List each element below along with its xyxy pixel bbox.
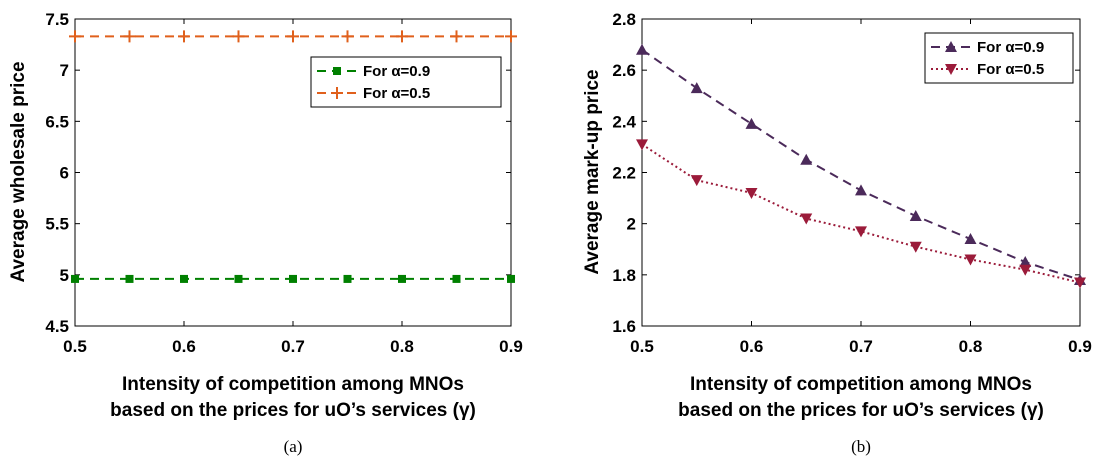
x-tick-label-a: 0.6 [172, 337, 196, 356]
data-point-a-1 [505, 30, 517, 43]
tick-group-a: 0.5 0.6 0.7 0.8 0.9 4.5 5 5.5 6 6.5 7 7.5 [45, 10, 522, 356]
y-tick-label-b: 2 [627, 215, 636, 234]
data-point-a-0 [343, 274, 352, 283]
legend-label-b-1: For α=0.5 [977, 61, 1044, 78]
y-tick-label-a: 6 [60, 164, 69, 183]
data-point-a-0 [180, 274, 188, 283]
x-tick-label-b: 0.9 [1068, 337, 1092, 356]
y-tick-label-a: 7 [60, 61, 69, 80]
data-point-a-1 [287, 30, 299, 43]
y-tick-label-a: 5 [60, 266, 69, 285]
y-tick-label-a: 4.5 [45, 317, 69, 336]
data-point-a-1 [69, 30, 81, 43]
data-point-b-0 [745, 117, 758, 129]
y-tick-label-a: 7.5 [45, 10, 69, 29]
data-point-b-0 [855, 184, 867, 196]
data-point-b-1 [1019, 264, 1032, 276]
data-point-a-1 [178, 30, 190, 43]
x-tick-label-b: 0.8 [959, 337, 983, 356]
legend-a: For α=0.9 For α=0.5 [310, 56, 502, 108]
data-point-a-1 [232, 30, 245, 43]
data-point-b-0 [690, 82, 703, 94]
data-point-b-0 [909, 209, 922, 221]
caption-b: (b) [851, 437, 871, 456]
x-axis-label-line2-b: based on the prices for uO’s services (γ… [678, 400, 1044, 421]
legend-box-b [924, 32, 1074, 84]
data-point-a-0 [234, 274, 243, 283]
y-tick-label-b: 1.6 [612, 317, 636, 336]
legend-marker-b-1 [945, 64, 957, 75]
data-point-b-1 [909, 241, 922, 253]
data-point-a-1 [450, 30, 463, 43]
data-point-b-0 [964, 233, 977, 245]
y-axis-label-a: Average wholesale price [8, 61, 29, 282]
data-point-b-1 [1074, 277, 1086, 289]
y-axis-label-b: Average mark-up price [582, 69, 603, 274]
data-point-a-0 [507, 274, 515, 283]
y-tick-label-a: 6.5 [45, 112, 69, 131]
data-point-a-0 [398, 274, 406, 283]
chart-panel-a: 0.5 0.6 0.7 0.8 0.9 4.5 5 5.5 6 6.5 7 7.5 For α=0.9… [8, 10, 523, 456]
data-point-a-0 [71, 274, 79, 283]
data-point-a-1 [341, 30, 354, 43]
data-point-a-0 [125, 274, 134, 283]
y-tick-label-b: 2.2 [612, 164, 636, 183]
data-point-b-1 [800, 213, 813, 225]
x-tick-label-a: 0.7 [281, 337, 305, 356]
chart-panel-b: 0.5 0.6 0.7 0.8 0.9 1.6 1.8 2 2.2 2.4 2.6 2.8 For α… [582, 10, 1092, 456]
tick-group-b: 0.5 0.6 0.7 0.8 0.9 1.6 1.8 2 2.2 2.4 2.6 2.8 [612, 10, 1091, 356]
data-point-b-1 [855, 226, 867, 238]
legend-marker-a-0 [333, 67, 341, 75]
x-tick-label-a: 0.8 [390, 337, 414, 356]
data-point-b-1 [636, 139, 648, 151]
caption-a: (a) [284, 437, 303, 456]
legend-label-b-0: For α=0.9 [977, 39, 1044, 56]
y-tick-label-b: 2.4 [612, 112, 636, 131]
x-tick-label-b: 0.6 [740, 337, 764, 356]
y-tick-label-a: 5.5 [45, 215, 69, 234]
series-group-a [69, 30, 517, 283]
data-point-a-0 [289, 274, 297, 283]
legend-box-a [310, 56, 502, 108]
data-point-b-0 [800, 153, 813, 165]
data-point-a-0 [452, 274, 461, 283]
x-tick-label-b: 0.5 [630, 337, 654, 356]
data-point-b-1 [964, 254, 977, 266]
x-axis-label-line1-b: Intensity of competition among MNOs [690, 374, 1032, 395]
legend-b: For α=0.9 For α=0.5 [924, 32, 1074, 84]
x-axis-label-line1-a: Intensity of competition among MNOs [122, 374, 464, 395]
y-tick-label-b: 2.8 [612, 10, 636, 29]
data-point-a-1 [396, 30, 408, 43]
x-axis-label-line2-a: based on the prices for uO’s services (γ… [110, 400, 476, 421]
legend-label-a-0: For α=0.9 [363, 63, 430, 80]
y-tick-label-b: 2.6 [612, 61, 636, 80]
x-tick-label-b: 0.7 [849, 337, 873, 356]
y-tick-label-b: 1.8 [612, 266, 636, 285]
data-point-b-1 [745, 187, 758, 199]
x-tick-label-a: 0.5 [63, 337, 87, 356]
legend-marker-a-1 [331, 87, 343, 99]
data-point-a-1 [123, 30, 136, 43]
data-point-b-1 [690, 175, 703, 187]
legend-label-a-1: For α=0.5 [363, 85, 430, 102]
data-point-b-0 [636, 43, 648, 55]
series-group-b [636, 43, 1086, 289]
x-tick-label-a: 0.9 [499, 337, 523, 356]
data-point-b-0 [1019, 256, 1032, 268]
legend-marker-b-0 [945, 41, 957, 52]
